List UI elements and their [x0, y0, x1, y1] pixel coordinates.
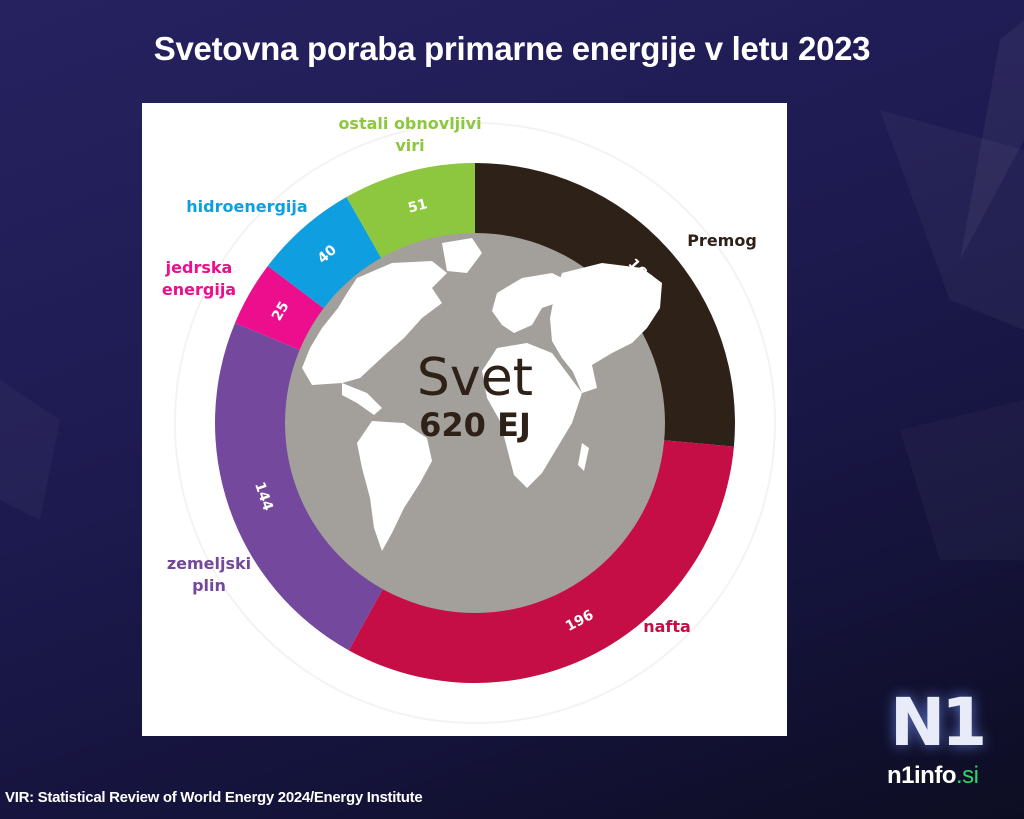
label-coal: Premog [687, 231, 757, 250]
slice-gas [215, 322, 384, 651]
slice-oil [348, 440, 734, 684]
label-other-renewables: ostali obnovljivi viri [338, 114, 482, 155]
value-other-renewables: 51 [406, 196, 429, 216]
source-note: VIR: Statistical Review of World Energy … [5, 789, 423, 806]
label-nuclear: jedrska energija [161, 258, 237, 299]
slice-coal [475, 163, 735, 447]
label-gas: zemeljski plin [166, 554, 252, 595]
logo-mark: N1 [890, 684, 987, 761]
chart-panel: Svet 620 EJ 164 196 144 25 40 51 ostali obnov… [142, 103, 787, 736]
label-oil: nafta [643, 617, 691, 636]
slice-nuclear [235, 265, 326, 351]
center-total: 620 EJ [419, 406, 531, 444]
logo-site: n1info.si [887, 762, 979, 789]
n1-logo[interactable]: N1 n1info.si [885, 690, 1005, 800]
world-map-icon [302, 238, 662, 551]
label-hydro: hidroenergija [186, 197, 308, 216]
page-title: Svetovna poraba primarne energije v letu… [153, 30, 871, 67]
slice-hydro [267, 196, 383, 310]
slice-other-renewables [346, 163, 475, 260]
center-label: Svet [417, 348, 533, 408]
donut-slices [215, 163, 735, 684]
